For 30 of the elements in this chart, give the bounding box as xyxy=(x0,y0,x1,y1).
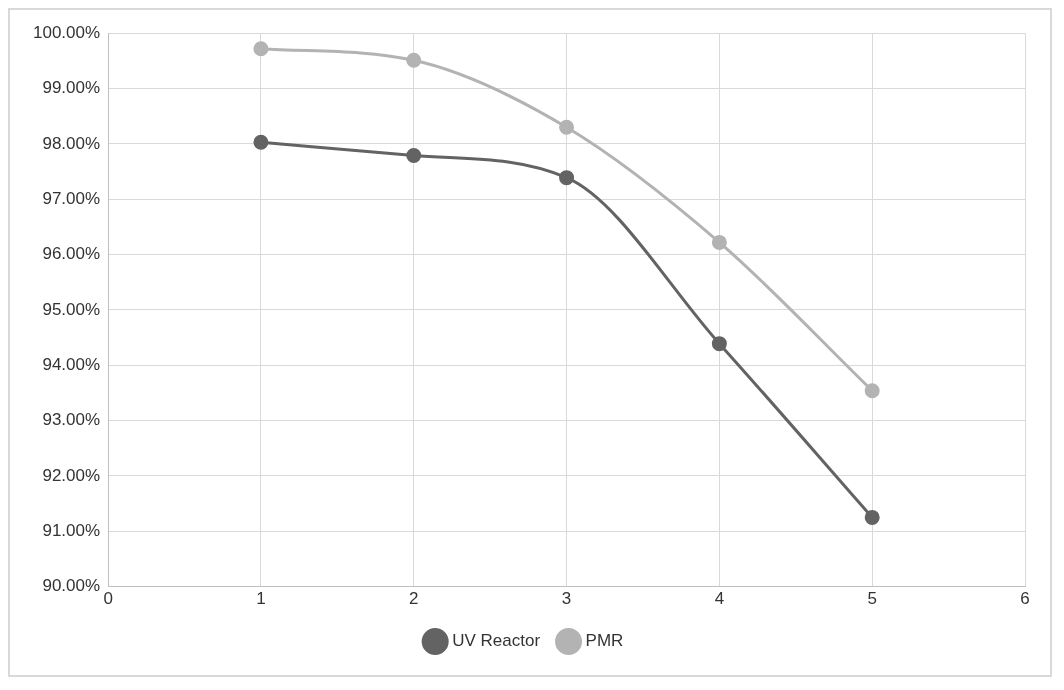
y-tick-label: 93.00% xyxy=(42,410,101,430)
y-tick-label: 92.00% xyxy=(42,465,101,485)
y-tick-label: 94.00% xyxy=(42,354,101,374)
point xyxy=(559,170,575,186)
point xyxy=(864,383,880,399)
point xyxy=(711,234,727,250)
x-tick-label: 5 xyxy=(867,589,877,609)
x-tick-label: 3 xyxy=(561,589,572,609)
x-tick-label: 0 xyxy=(103,589,113,609)
y-tick-label: 100.00% xyxy=(32,22,101,42)
y-tick-label: 98.00% xyxy=(42,133,101,153)
point xyxy=(559,119,575,135)
point xyxy=(253,41,269,57)
y-tick-label: 90.00% xyxy=(42,576,101,596)
y-tick-label: 99.00% xyxy=(42,78,101,98)
legend-label: PMR xyxy=(585,631,624,651)
point xyxy=(864,509,880,525)
x-tick-label: 6 xyxy=(1020,589,1030,609)
y-tick-label: 97.00% xyxy=(42,188,101,208)
x-tick-label: 4 xyxy=(714,589,725,609)
point xyxy=(711,336,727,352)
y-tick-label: 95.00% xyxy=(42,299,101,319)
y-tick-label: 91.00% xyxy=(42,520,101,540)
y-tick-label: 96.00% xyxy=(42,244,101,264)
point xyxy=(253,134,269,150)
point xyxy=(406,52,422,68)
point xyxy=(406,148,422,163)
x-tick-label: 2 xyxy=(409,589,419,609)
legend-label: UV Reactor xyxy=(452,631,541,651)
x-tick-label: 1 xyxy=(256,589,266,609)
